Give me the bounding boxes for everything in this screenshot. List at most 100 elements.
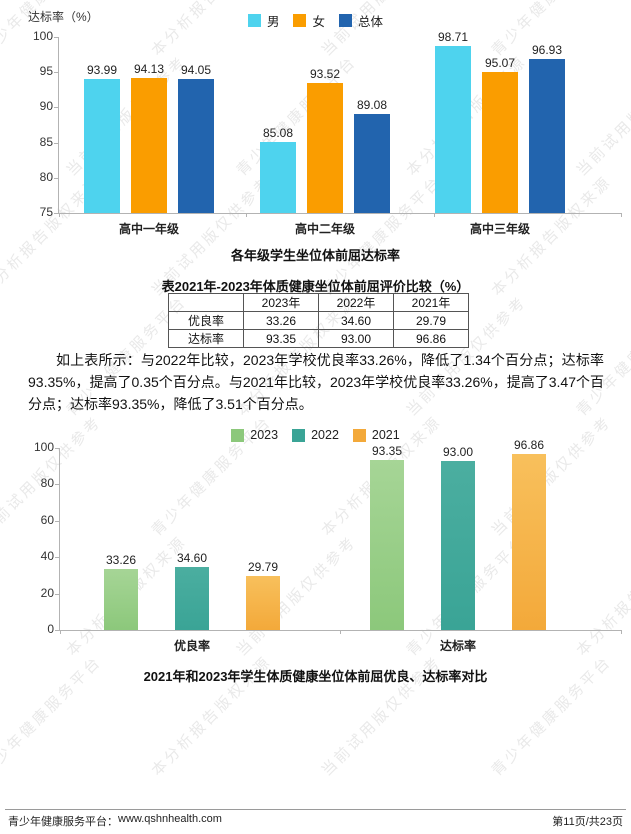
y-tick-label: 60 xyxy=(40,512,54,527)
bar-value: 94.05 xyxy=(180,62,212,77)
legend-item: 2023 xyxy=(231,428,278,442)
bar-2023 xyxy=(104,569,138,630)
x-category-label: 优良率 xyxy=(173,639,210,653)
y-tick-label: 95 xyxy=(39,64,53,79)
legend-label: 2023 xyxy=(250,428,279,442)
bar-value: 33.26 xyxy=(105,553,137,568)
y-tick-mark xyxy=(55,593,60,595)
footer-divider xyxy=(5,809,626,810)
y-tick-mark xyxy=(54,72,59,74)
legend-label: 女 xyxy=(312,15,325,29)
y-tick-mark xyxy=(54,177,59,179)
table-header-cell: 2021年 xyxy=(393,293,469,312)
x-tick-mark xyxy=(621,630,622,634)
y-tick-label: 100 xyxy=(33,440,54,454)
y-tick-label: 0 xyxy=(47,622,54,636)
bar-2022 xyxy=(175,567,209,630)
y-tick-mark xyxy=(54,213,59,214)
table-cell: 33.26 xyxy=(243,311,319,330)
bar-value: 94.13 xyxy=(133,62,165,77)
bar-value: 89.08 xyxy=(356,97,388,112)
table-row: 达标率 93.35 93.00 96.86 xyxy=(168,329,469,348)
x-tick-mark xyxy=(434,213,435,217)
y-axis-title: 达标率（%） xyxy=(28,10,99,24)
bar-2023 xyxy=(370,460,404,630)
y-tick-label: 75 xyxy=(39,205,53,219)
x-category-label: 高中一年级 xyxy=(118,222,179,236)
y-tick-mark xyxy=(54,142,59,144)
table-header-cell: 2022年 xyxy=(318,293,394,312)
chart-legend: 2023 2022 2021 xyxy=(0,428,631,442)
bar-女 xyxy=(307,82,343,213)
legend-item: 总体 xyxy=(339,11,383,30)
bar-value: 96.86 xyxy=(513,437,545,452)
x-category-label: 达标率 xyxy=(439,639,476,653)
bar-男 xyxy=(435,46,471,213)
plot-area: 100 80 60 40 20 0 33.26 34.60 29.79 优良率 93.35 93.00… xyxy=(34,438,622,653)
bar-女 xyxy=(482,71,518,213)
bar-总体 xyxy=(178,78,214,213)
legend-swatch xyxy=(247,14,261,27)
bar-value: 85.08 xyxy=(262,126,294,141)
legend-swatch xyxy=(292,428,306,442)
bar-value: 93.99 xyxy=(86,63,118,78)
y-tick-mark xyxy=(55,630,60,631)
y-tick-mark xyxy=(54,37,59,38)
table-row: 优良率 33.26 34.60 29.79 xyxy=(168,311,469,330)
x-category-label: 高中三年级 xyxy=(469,222,530,236)
comparison-table: 2023年 2022年 2021年 优良率 33.26 34.60 29.79 … xyxy=(168,293,469,348)
x-category-label: 高中二年级 xyxy=(294,222,355,236)
y-tick-label: 100 xyxy=(32,29,53,43)
bar-value: 29.79 xyxy=(247,559,279,574)
x-tick-mark xyxy=(59,213,60,217)
plot-area: 100 95 90 85 80 75 93.99 94.13 94.05 高中一年级 85.08 93… xyxy=(33,29,622,236)
chart-title: 2021年和2023年学生体质健康坐位体前屈优良、达标率对比 xyxy=(143,669,488,684)
table-cell: 93.35 xyxy=(243,329,319,348)
bar-value: 93.00 xyxy=(442,444,474,459)
bar-value: 93.52 xyxy=(309,66,341,81)
legend-swatch xyxy=(293,14,307,27)
table-title: 表2021年-2023年体质健康坐位体前屈评价比较（%） xyxy=(161,279,470,294)
legend-item: 2021 xyxy=(352,428,400,442)
table-cell: 29.79 xyxy=(393,311,469,330)
year-comparison-chart: 2023 2022 2021 100 80 60 40 20 0 33.26 34.60 29.79… xyxy=(0,420,631,695)
legend-swatch xyxy=(339,14,352,27)
table-header-row: 2023年 2022年 2021年 xyxy=(168,293,469,312)
bar-value: 98.71 xyxy=(437,30,469,45)
y-tick-mark xyxy=(54,107,59,109)
y-tick-mark xyxy=(55,448,60,449)
x-tick-mark xyxy=(621,213,622,217)
site-url[interactable]: www.qshnhealth.com xyxy=(118,813,222,825)
analysis-paragraph: 如上表所示：与2022年比较，2023年学校优良率33.26%，降低了1.34个… xyxy=(28,352,604,412)
legend-item: 2022 xyxy=(292,428,339,442)
page-number: 第11页/共23页 xyxy=(552,816,623,828)
legend-item: 女 xyxy=(293,11,325,30)
y-tick-label: 80 xyxy=(39,169,53,184)
chart-legend: 男 女 总体 xyxy=(0,11,631,30)
page-footer: 青少年健康服务平台： www.qshnhealth.com 第11页/共23页 xyxy=(8,813,623,829)
table-cell: 34.60 xyxy=(318,311,394,330)
footer-left: 青少年健康服务平台： www.qshnhealth.com xyxy=(8,813,222,829)
table-header-cell: 2023年 xyxy=(243,293,319,312)
site-label: 青少年健康服务平台： xyxy=(8,816,118,828)
legend-label: 2022 xyxy=(311,428,339,442)
y-tick-label: 40 xyxy=(40,549,54,564)
legend-label: 总体 xyxy=(358,15,384,29)
bar-男 xyxy=(84,79,120,213)
grade-chart: 达标率（%） 男 女 总体 100 95 90 85 80 75 93.99 94.13 94.05… xyxy=(0,0,631,263)
legend-swatch xyxy=(352,428,366,442)
bar-2021 xyxy=(246,575,280,630)
y-tick-mark xyxy=(55,484,60,486)
legend-label: 男 xyxy=(266,15,280,29)
bar-value: 95.07 xyxy=(484,55,516,70)
y-tick-label: 85 xyxy=(39,134,53,149)
row-label-cell: 达标率 xyxy=(168,329,244,348)
legend-swatch xyxy=(231,428,245,442)
table-header-cell xyxy=(168,293,244,312)
bar-男 xyxy=(260,142,296,213)
legend-label: 2021 xyxy=(371,428,400,442)
y-tick-label: 20 xyxy=(40,585,54,600)
x-tick-mark xyxy=(60,630,61,634)
chart-title: 各年级学生坐位体前屈达标率 xyxy=(230,248,400,263)
y-tick-mark xyxy=(55,520,60,522)
